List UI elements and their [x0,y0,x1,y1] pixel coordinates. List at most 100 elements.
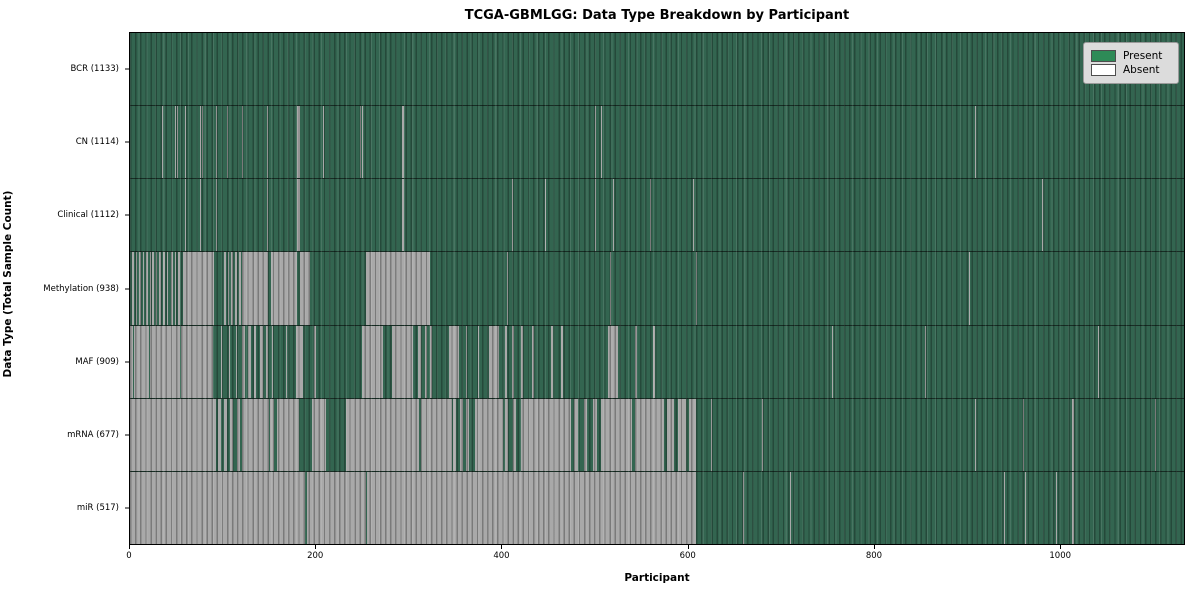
absent-segment-mrna [512,398,516,471]
absent-segment-maf [149,325,181,398]
absent-segment-methylation [174,252,177,325]
absent-segment-methylation [235,252,237,325]
row-mir [130,471,1184,544]
absent-segment-mrna [688,398,697,471]
ytick-mark [125,288,129,289]
absent-segment-maf [424,325,428,398]
ytick-mark [125,361,129,363]
ytick-mark [125,141,129,143]
absent-segment-maf [242,325,246,398]
absent-segment-cn [297,106,301,179]
absent-segment-methylation [366,252,431,325]
absent-segment-maf [1097,325,1099,398]
absent-segment-mrna [710,398,712,471]
absent-segment-maf [221,325,222,398]
absent-segment-cn [184,106,186,179]
absent-segment-mir [1072,471,1075,544]
legend-label-present: Present [1123,50,1163,62]
absent-segment-mir [1025,471,1026,544]
absent-segment-maf [924,325,926,398]
absent-segment-maf [248,325,251,398]
absent-segment-cn [601,106,603,179]
absent-segment-mrna [466,398,470,471]
absent-segment-methylation [223,252,226,325]
xtick-label-1000: 1000 [1049,551,1072,561]
absent-segment-mrna [459,398,463,471]
x-axis-label: Participant [624,572,690,584]
xtick-label-800: 800 [865,551,883,561]
absent-segment-mrna [1023,398,1025,471]
absent-segment-clinical [693,179,695,252]
xtick-mark [501,545,503,549]
absent-segment-maf [448,325,460,398]
absent-segment-clinical [216,179,218,252]
xtick-mark [315,545,317,549]
absent-segment-cn [242,106,244,179]
absent-segment-mrna [657,398,665,471]
ytick-label-mrna: mRNA (677) [67,430,119,441]
absent-segment-mir [1055,471,1057,544]
absent-segment-methylation [231,252,234,325]
xtick-mark [687,545,689,549]
row-maf [130,325,1184,399]
xtick-label-200: 200 [307,551,324,561]
absent-segment-methylation [238,252,241,325]
absent-segment-maf [272,325,274,398]
absent-segment-mrna [762,398,763,471]
absent-segment-methylation [152,252,155,325]
absent-segment-mrna [223,398,227,471]
absent-segment-cn [402,106,405,179]
absent-segment-cn [266,106,268,179]
absent-segment-maf [362,325,383,398]
absent-segment-mir [789,471,791,544]
legend: Present Absent [1083,42,1179,84]
absent-segment-mrna [521,398,572,471]
absent-segment-mrna [420,398,452,471]
x-axis-ticks: 0 200 400 600 800 1000 [126,545,1185,567]
absent-segment-cn [323,106,325,179]
absent-segment-mir [306,471,367,544]
xtick-label-600: 600 [679,551,696,561]
absent-segment-mrna [574,398,578,471]
absent-segment-methylation [696,252,697,325]
absent-segment-maf [465,325,468,398]
absent-segment-clinical [512,179,513,252]
absent-segment-maf [265,325,269,398]
absent-segment-mir [130,471,305,544]
chart-title: TCGA-GBMLGG: Data Type Breakdown by Part… [464,8,850,23]
absent-segment-cn [161,106,163,179]
row-clinical [130,179,1184,253]
absent-segment-mrna [276,398,300,471]
absent-segment-clinical [594,179,596,252]
plot-area [129,32,1185,545]
absent-segment-mir [1003,471,1005,544]
absent-segment-maf [521,325,524,398]
absent-segment-mrna [270,398,275,471]
absent-segment-cn [974,106,976,179]
absent-segment-cn [362,106,364,179]
absent-segment-methylation [156,252,157,325]
absent-segment-methylation [609,252,611,325]
xtick-label-400: 400 [493,551,510,561]
absent-segment-maf [607,325,618,398]
absent-segment-maf [532,325,535,398]
absent-segment-clinical [297,179,301,252]
row-bcr [130,33,1184,107]
xtick-label-0: 0 [126,551,132,561]
absent-segment-methylation [271,252,298,325]
absent-segment-maf [634,325,637,398]
absent-segment-mrna [1072,398,1075,471]
absent-segment-maf [229,325,231,398]
y-axis-ticks: BCR (1133) CN (1114) Clinical (1112) Methyl… [0,32,129,545]
absent-segment-mrna [634,398,658,471]
absent-segment-mrna [583,398,588,471]
xtick-mark [1060,545,1062,549]
absent-segment-maf [831,325,833,398]
absent-segment-cn [174,106,176,179]
absent-segment-methylation [145,252,148,325]
absent-segment-maf [477,325,480,398]
absent-segment-mrna [236,398,240,471]
absent-segment-methylation [300,252,311,325]
legend-entry-absent: Absent [1091,64,1170,76]
ytick-label-clinical: Clinical (1112) [57,210,119,221]
